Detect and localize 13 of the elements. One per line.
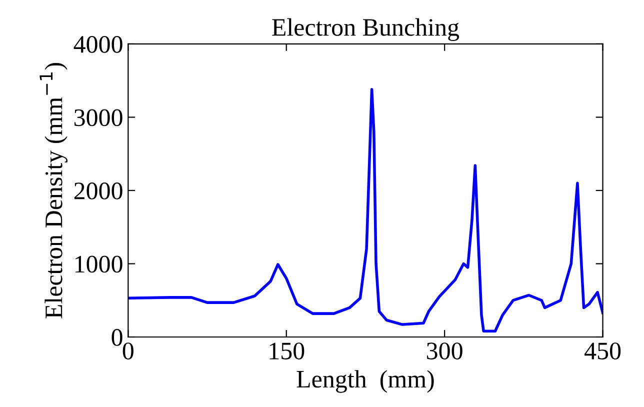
x-tick-label: 150 (270, 342, 304, 360)
line-series (128, 88, 603, 333)
y-tick-label: 2000 (74, 182, 122, 200)
x-tick-label: 300 (427, 342, 462, 360)
y-tick-label: 0 (112, 329, 122, 346)
chart-title: Electron Bunching (272, 18, 460, 42)
x-axis-title: Length (mm) (296, 370, 434, 393)
y-tick-label: 3000 (74, 109, 122, 126)
y-axis-title: Electron Density (mm$^{−1}$) (40, 62, 68, 318)
y-tick-label: 1000 (75, 256, 122, 273)
x-tick-label: 450 (584, 342, 621, 360)
y-tick-label: 4000 (74, 36, 122, 53)
x-tick-label: 0 (122, 342, 134, 360)
